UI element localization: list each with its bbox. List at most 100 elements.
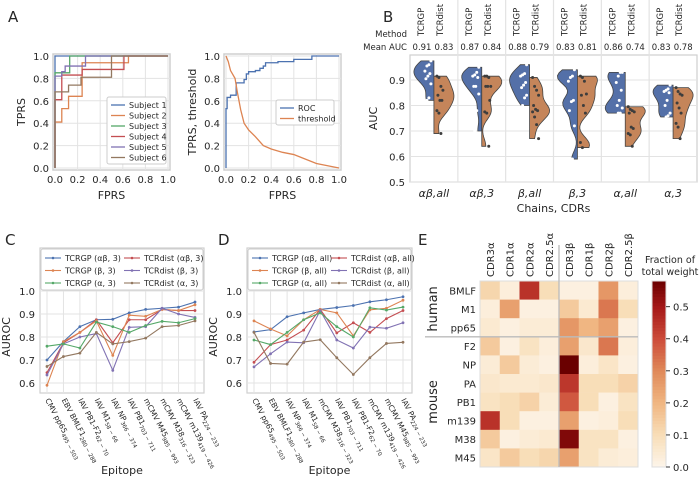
data-point xyxy=(351,304,355,307)
heatmap-cell xyxy=(578,411,599,431)
heatmap-cell xyxy=(598,299,619,319)
tcrgp-data-point xyxy=(522,83,526,87)
tcrdist-data-point xyxy=(488,98,492,102)
data-point xyxy=(127,318,131,322)
mean-auc-value: 0.91 xyxy=(413,43,432,53)
data-point xyxy=(368,306,372,310)
colorbar-title: total weight xyxy=(642,267,699,278)
heatmap-cell xyxy=(539,318,560,338)
colorbar-segment xyxy=(652,401,666,406)
data-point xyxy=(94,331,98,334)
roc-line-roc xyxy=(225,55,339,168)
heatmap-cell xyxy=(480,281,501,300)
panel-e-heatmap: CDR3α CDR1α CDR2α CDR2.5α CDR3β CDR1β CDR2β CDR… xyxy=(425,232,699,474)
colorbar-segment xyxy=(652,411,666,415)
legend: ROC threshold xyxy=(275,99,336,126)
colorbar-segment xyxy=(652,339,666,344)
tcrgp-data-point xyxy=(425,64,429,68)
data-point xyxy=(335,325,339,329)
heatmap-cell xyxy=(559,281,580,300)
header-method-label: Method xyxy=(375,30,407,40)
data-point xyxy=(385,298,388,302)
y-tick-label: 0.6 xyxy=(19,379,35,390)
tcrdist-data-point xyxy=(578,140,582,144)
y-tick-label: 1.0 xyxy=(19,287,35,298)
roc-line-subject-4 xyxy=(54,55,168,168)
legend-label: Subject 1 xyxy=(129,101,167,110)
heatmap-cell xyxy=(499,355,520,375)
y-tick-label: 0.6 xyxy=(33,97,49,108)
heatmap-cell xyxy=(519,429,540,449)
heatmap-cell xyxy=(598,281,619,300)
tcrdist-data-point xyxy=(486,84,490,88)
tcrdist-data-point xyxy=(680,93,684,97)
heatmap-cell xyxy=(539,392,560,412)
heatmap-cell xyxy=(559,448,580,468)
data-point xyxy=(401,305,405,309)
heatmap-cell xyxy=(519,281,540,300)
group-label: αβ,all xyxy=(419,187,450,200)
heatmap-cell xyxy=(618,336,639,356)
data-point xyxy=(78,351,82,355)
colorbar-segment xyxy=(652,420,666,425)
heatmap-cell xyxy=(578,355,599,375)
y-axis-label: AUROC xyxy=(0,317,13,357)
data-point xyxy=(193,317,197,320)
heatmap-cell xyxy=(618,355,639,375)
data-point xyxy=(45,358,49,362)
tcrgp-violin xyxy=(461,66,483,132)
tcrgp-data-point xyxy=(475,109,479,113)
tcrgp-data-point xyxy=(525,63,529,67)
column-label: CDR1α xyxy=(506,242,517,277)
colorbar-segment xyxy=(652,386,666,390)
tcrdist-data-point xyxy=(678,137,682,141)
heatmap-cell xyxy=(519,392,540,412)
data-point xyxy=(193,309,197,312)
data-point xyxy=(385,317,388,320)
legend-marker xyxy=(258,269,262,272)
y-axis-label: AUC xyxy=(367,107,380,131)
y-tick-label: 1.0 xyxy=(226,287,242,298)
heatmap-cell xyxy=(539,336,560,356)
heatmap-cell xyxy=(539,299,560,319)
tcrdist-data-point xyxy=(441,88,445,92)
series-line xyxy=(253,306,404,346)
row-label: F2 xyxy=(464,342,476,353)
data-point xyxy=(111,368,115,372)
heatmap-cell xyxy=(598,374,619,393)
tcrgp-data-point xyxy=(523,96,527,100)
column-label: CDR1β xyxy=(585,243,596,277)
data-point xyxy=(144,318,148,322)
roc-line-subject-5 xyxy=(54,55,168,168)
legend-label: TCRdist (α, all) xyxy=(350,279,410,288)
colorbar-segment xyxy=(652,287,666,291)
column-label: CDR2.5β xyxy=(624,233,635,277)
panel-letter-b: B xyxy=(383,8,393,26)
y-tick-label: 0.9 xyxy=(389,76,405,87)
data-point xyxy=(78,325,82,329)
data-point xyxy=(318,338,322,342)
data-point xyxy=(385,326,388,330)
colorbar-segment xyxy=(652,417,666,421)
colorbar-segment xyxy=(652,423,666,428)
tcrdist-data-point xyxy=(675,101,679,105)
colorbar-tick-label: 0.4 xyxy=(673,335,689,346)
data-point xyxy=(401,298,405,302)
heatmap-cell xyxy=(618,392,639,412)
y-tick-label: 1.0 xyxy=(204,52,220,63)
data-point xyxy=(127,311,131,315)
legend-label: Subject 2 xyxy=(129,112,167,121)
tcrgp-data-point xyxy=(569,100,573,104)
mean-auc-value: 0.79 xyxy=(530,43,549,53)
data-point xyxy=(385,308,388,312)
tcrdist-data-point xyxy=(679,111,683,115)
tcrgp-data-point xyxy=(618,70,622,74)
data-point xyxy=(78,331,82,334)
series-TCRGP (α, 3) xyxy=(45,317,197,350)
legend-label: TCRGP (α, all) xyxy=(271,279,327,288)
data-point xyxy=(45,365,49,368)
data-point xyxy=(177,309,180,312)
data-point xyxy=(193,319,197,323)
legend-label: Subject 5 xyxy=(129,143,167,152)
tcrdist-data-point xyxy=(579,93,583,97)
